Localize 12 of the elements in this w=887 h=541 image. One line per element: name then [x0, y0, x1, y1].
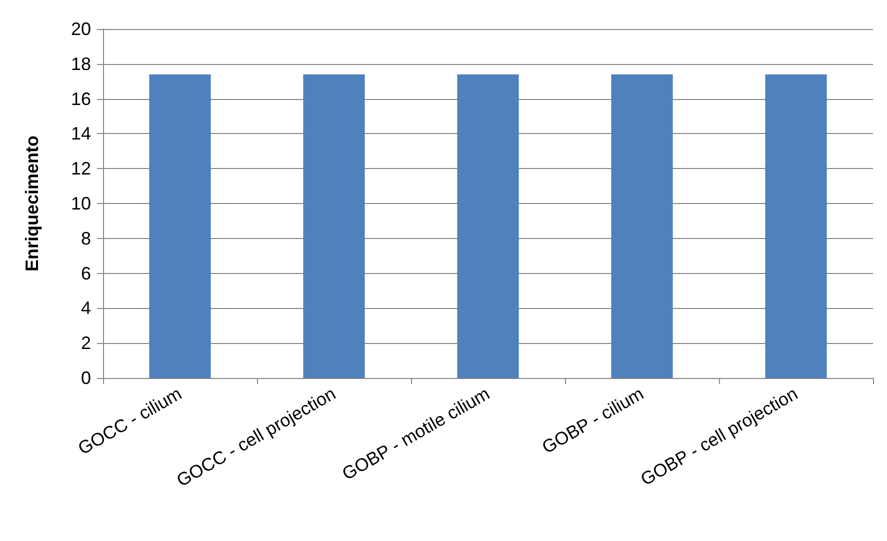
- y-tick-label: 10: [70, 194, 91, 214]
- y-tick-label: 12: [70, 158, 91, 179]
- y-tick-label: 8: [80, 228, 91, 248]
- y-axis-title: Enriquecimento: [22, 135, 42, 272]
- y-tick-label: 0: [80, 368, 91, 388]
- y-tick-label: 14: [70, 124, 91, 144]
- y-tick-label: 16: [70, 88, 91, 109]
- y-tick-label: 2: [80, 333, 91, 354]
- y-tick-label: 18: [70, 54, 91, 74]
- y-tick-label: 4: [80, 298, 91, 318]
- y-tick-label: 20: [70, 19, 91, 39]
- y-tick-label: 6: [80, 263, 91, 284]
